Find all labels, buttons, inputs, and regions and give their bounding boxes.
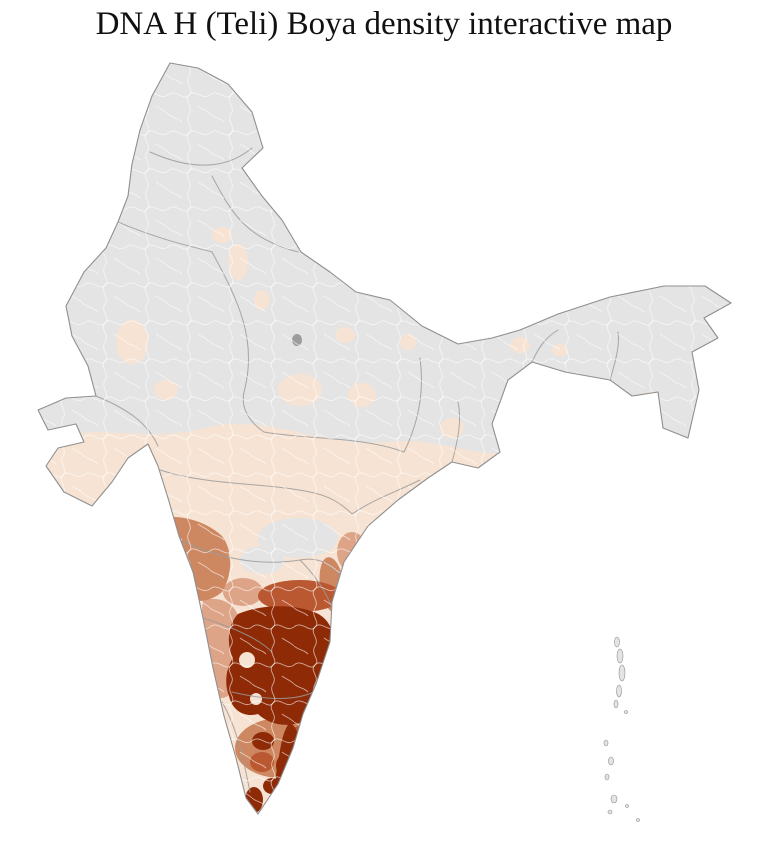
island — [608, 756, 614, 766]
island — [604, 773, 610, 781]
island — [618, 664, 626, 682]
island — [625, 804, 629, 808]
district-boundaries-texture — [38, 63, 731, 814]
district-patch — [505, 456, 519, 468]
island — [613, 699, 619, 709]
page-title: DNA H (Teli) Boya density interactive ma… — [95, 6, 673, 42]
island — [607, 809, 613, 815]
island — [610, 794, 618, 804]
island — [616, 648, 624, 664]
island — [636, 818, 640, 822]
andaman-nicobar-islands[interactable] — [603, 636, 640, 822]
island — [614, 636, 620, 648]
island — [603, 739, 609, 747]
island — [616, 684, 622, 698]
island — [624, 710, 628, 714]
